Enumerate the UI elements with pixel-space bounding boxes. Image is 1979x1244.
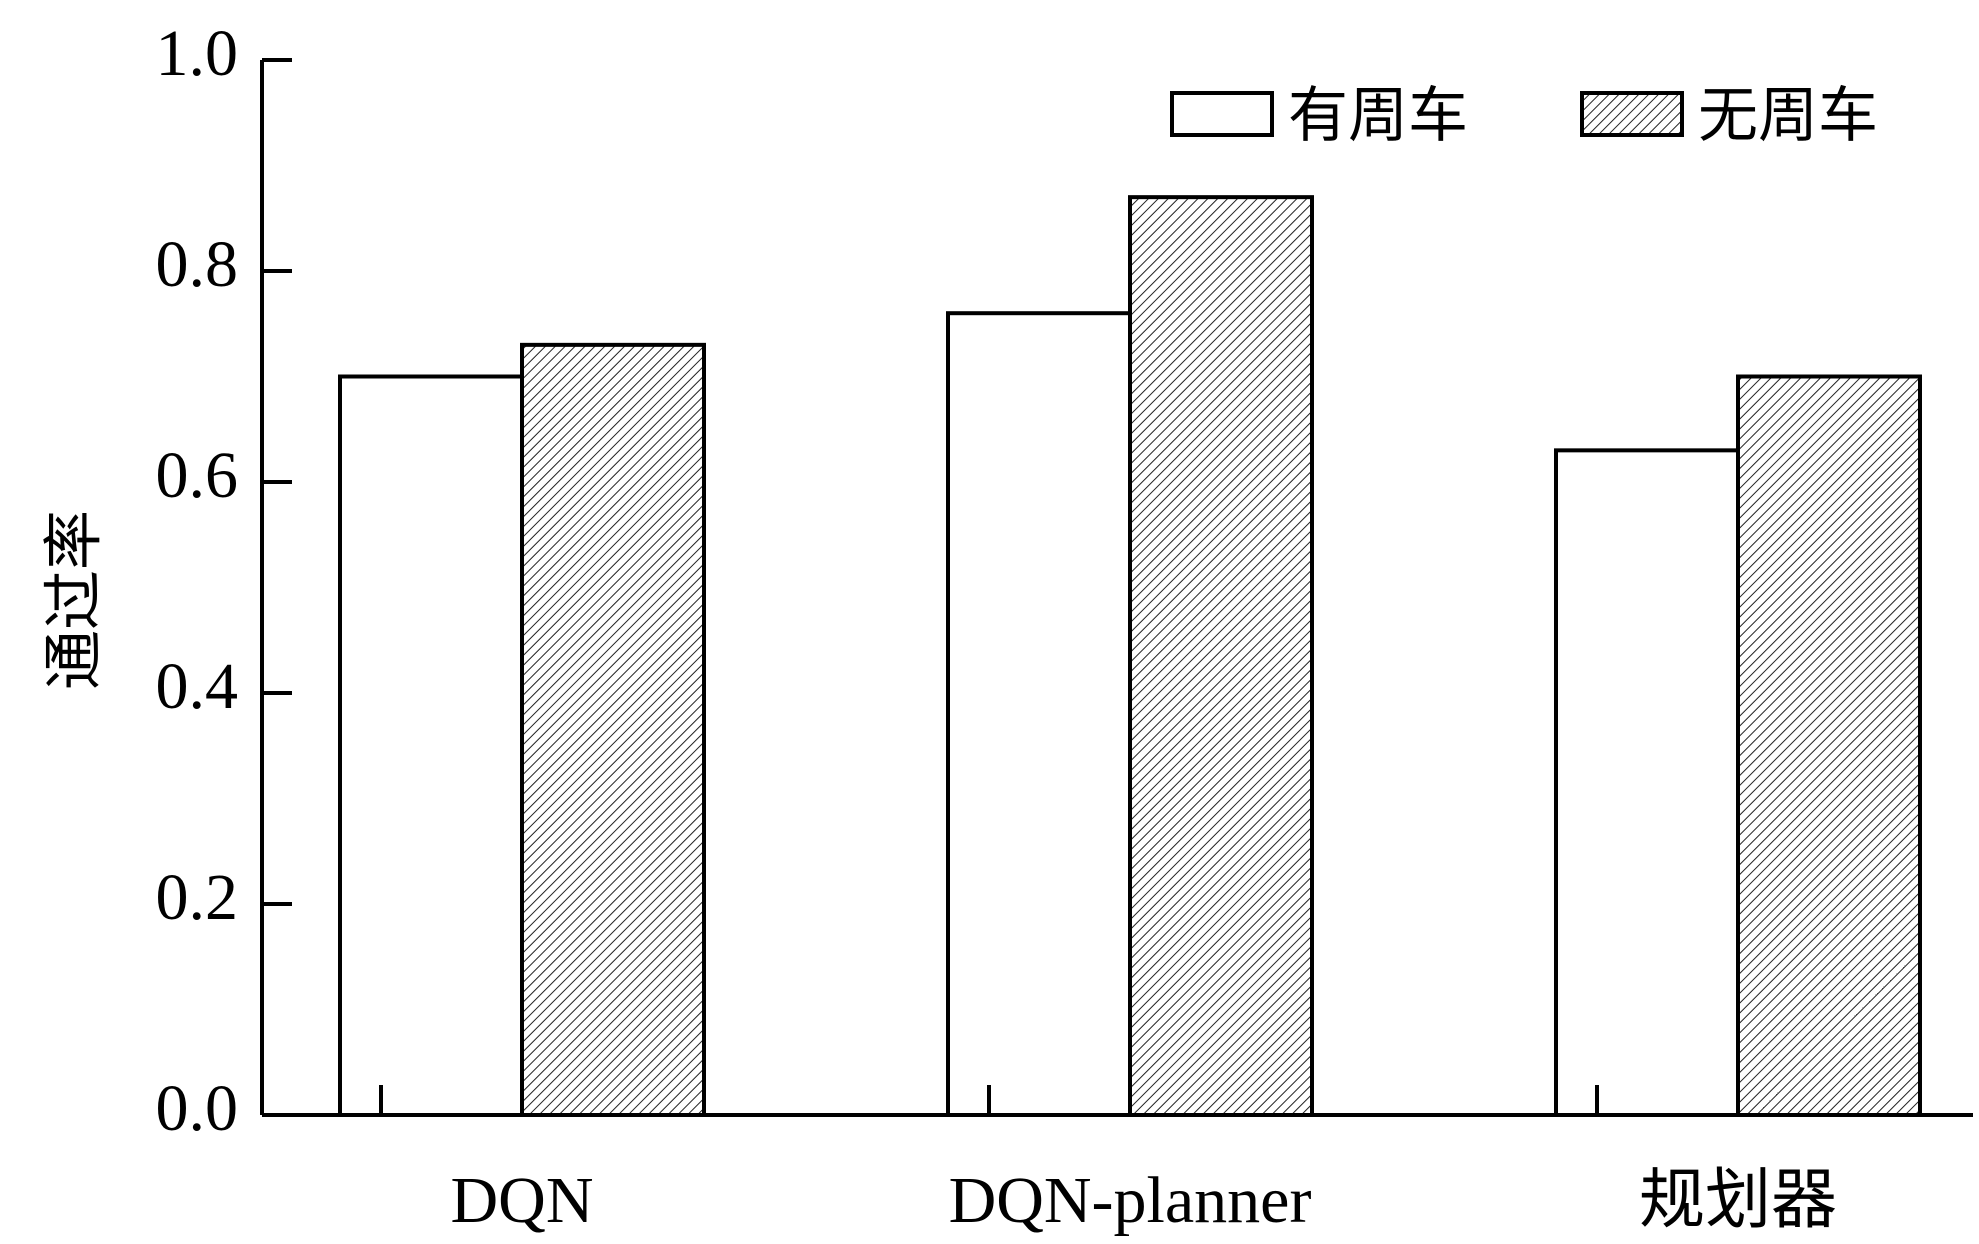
bars-group	[338, 195, 1922, 1118]
y-axis-label: 通过率	[40, 510, 110, 690]
y-tick-label-1: 0.0	[156, 1072, 239, 1145]
x-tick-label-1: DQN	[451, 1164, 594, 1237]
legend-swatch-series-1	[1170, 91, 1274, 137]
y-tick-label-5: 0.8	[156, 228, 239, 301]
y-tick-label-6: 1.0	[156, 17, 239, 90]
legend-label-series-1: 有周车	[1288, 81, 1468, 151]
legend-label-series-2: 无周车	[1698, 81, 1878, 151]
x-tick-label-3: 规划器	[1639, 1164, 1837, 1237]
bar-1-3	[1554, 448, 1740, 1118]
bar-1-1	[338, 374, 524, 1117]
y-tick-label-2: 0.2	[156, 861, 239, 934]
bar-1-2	[946, 311, 1132, 1117]
x-tick-label-2: DQN-planner	[949, 1164, 1312, 1237]
axes-group: DQN DQN-planner 规划器 0.0 0.2 0.4 0.6 0.8 1.0	[156, 17, 1973, 1237]
bar-2-2	[1128, 195, 1314, 1117]
bar-2-3	[1736, 374, 1922, 1117]
bar-2-1	[520, 342, 706, 1118]
legend-swatch-series-2	[1580, 91, 1684, 137]
y-tick-label-3: 0.4	[156, 650, 239, 723]
legend: 有周车 无周车	[1170, 81, 1878, 151]
y-tick-label-4: 0.6	[156, 439, 239, 512]
